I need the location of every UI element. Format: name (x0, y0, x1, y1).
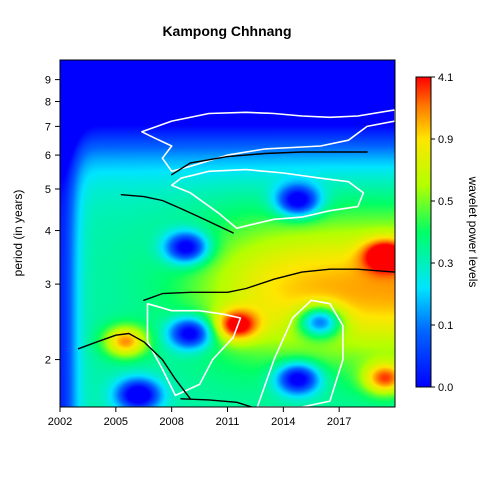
significance-contour-3 (146, 302, 242, 397)
significance-contours (141, 109, 395, 407)
ridge-line-1 (170, 151, 368, 176)
ridge-line-5 (143, 268, 395, 301)
colorbar-tick-label: 0.0 (438, 382, 453, 394)
colorbar: 0.0 0.1 0.3 0.5 0.9 4.1 wavelet power levels (415, 72, 480, 394)
colorbar-ticks: 0.0 0.1 0.3 0.5 0.9 4.1 (431, 72, 453, 394)
y-tick-label: 2 (45, 355, 51, 367)
x-tick-label: 2002 (48, 416, 72, 428)
x-tick-label: 2017 (327, 416, 351, 428)
colorbar-tick-label: 0.3 (438, 258, 453, 270)
x-tick-label: 2008 (159, 416, 183, 428)
colorbar-tick-label: 0.5 (438, 196, 453, 208)
colorbar-tick-label: 0.9 (438, 134, 453, 146)
colorbar-tick-label: 0.1 (438, 320, 453, 332)
y-axis: 2 3 4 5 6 7 8 9 (45, 75, 60, 367)
y-tick-label: 5 (45, 184, 51, 196)
y-tick-label: 3 (45, 279, 51, 291)
ridge-line-2 (120, 193, 234, 234)
colorbar-tick-label: 4.1 (438, 72, 453, 84)
x-tick-label: 2014 (271, 416, 295, 428)
y-tick-label: 8 (45, 97, 51, 109)
y-tick-label: 4 (45, 226, 51, 238)
colorbar-gradient (415, 76, 432, 388)
ridge-lines (77, 151, 395, 407)
x-tick-label: 2011 (216, 416, 240, 428)
significance-contour-1 (141, 109, 395, 173)
chart-title: Kampong Chhnang (162, 23, 291, 39)
ridge-line-3 (77, 332, 192, 400)
plot-area (59, 59, 396, 408)
wavelet-power-heatmap (60, 60, 395, 407)
x-tick-label: 2005 (104, 416, 128, 428)
y-tick-label: 6 (45, 150, 51, 162)
y-tick-label: 7 (45, 121, 51, 133)
y-tick-label: 9 (45, 75, 51, 87)
significance-contour-4 (256, 299, 344, 407)
ridge-line-4 (180, 398, 254, 407)
colorbar-label: wavelet power levels (466, 176, 480, 288)
y-axis-label: period (in years) (11, 190, 25, 277)
significance-contour-2 (170, 168, 365, 229)
x-axis: 2002 2005 2008 2011 2014 2017 (48, 407, 351, 428)
